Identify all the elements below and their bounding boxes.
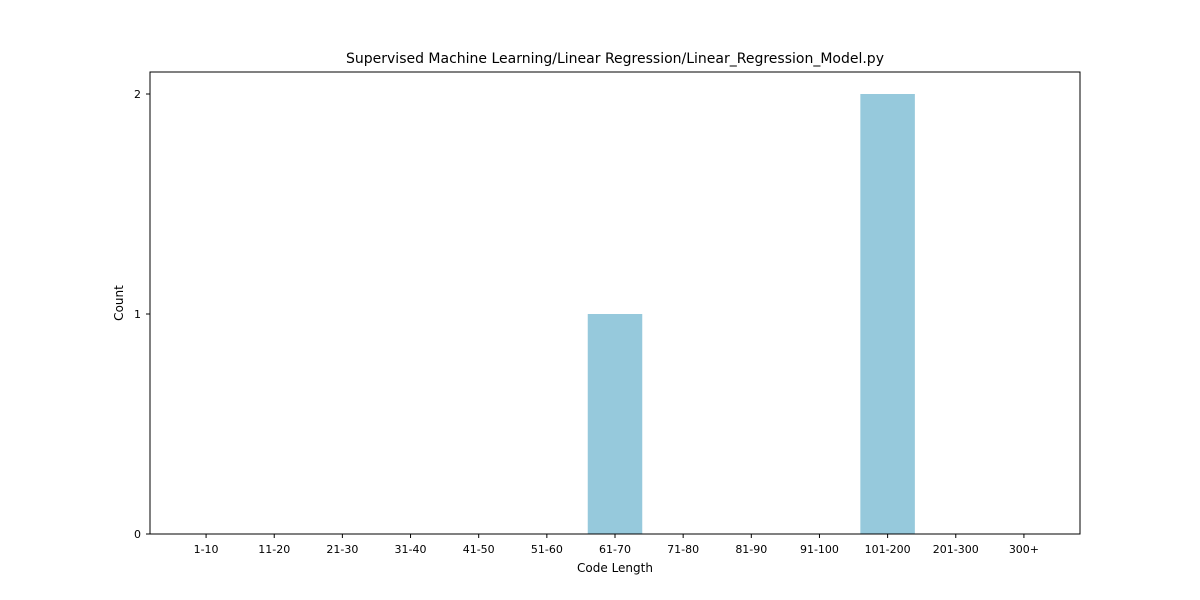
x-tick-label: 51-60 [531, 543, 563, 556]
x-tick-label: 71-80 [667, 543, 699, 556]
y-axis-label: Count [112, 285, 126, 321]
y-tick-label: 1 [134, 308, 141, 321]
x-tick-label: 91-100 [800, 543, 839, 556]
bar-61-70 [587, 314, 643, 534]
y-axis-ticks: 0 1 2 [134, 88, 150, 541]
x-tick-label: 41-50 [463, 543, 495, 556]
x-axis-label: Code Length [577, 561, 653, 575]
x-tick-label: 31-40 [395, 543, 427, 556]
bars-group [587, 94, 915, 534]
chart-title: Supervised Machine Learning/Linear Regre… [346, 51, 884, 67]
plot-frame [149, 71, 1081, 535]
x-tick-label: 1-10 [194, 543, 219, 556]
x-tick-label: 21-30 [326, 543, 358, 556]
x-tick-label: 101-200 [865, 543, 911, 556]
x-tick-label: 201-300 [933, 543, 979, 556]
x-tick-label: 81-90 [735, 543, 767, 556]
y-tick-label: 0 [134, 528, 141, 541]
x-tick-label: 11-20 [258, 543, 290, 556]
x-tick-label: 300+ [1009, 543, 1039, 556]
bar-101-200 [860, 94, 915, 534]
x-axis-ticks: 1-10 11-20 21-30 31-40 41-50 51-60 61-70 71-80 8… [194, 534, 1039, 556]
y-tick-label: 2 [134, 88, 141, 101]
x-tick-label: 61-70 [599, 543, 631, 556]
